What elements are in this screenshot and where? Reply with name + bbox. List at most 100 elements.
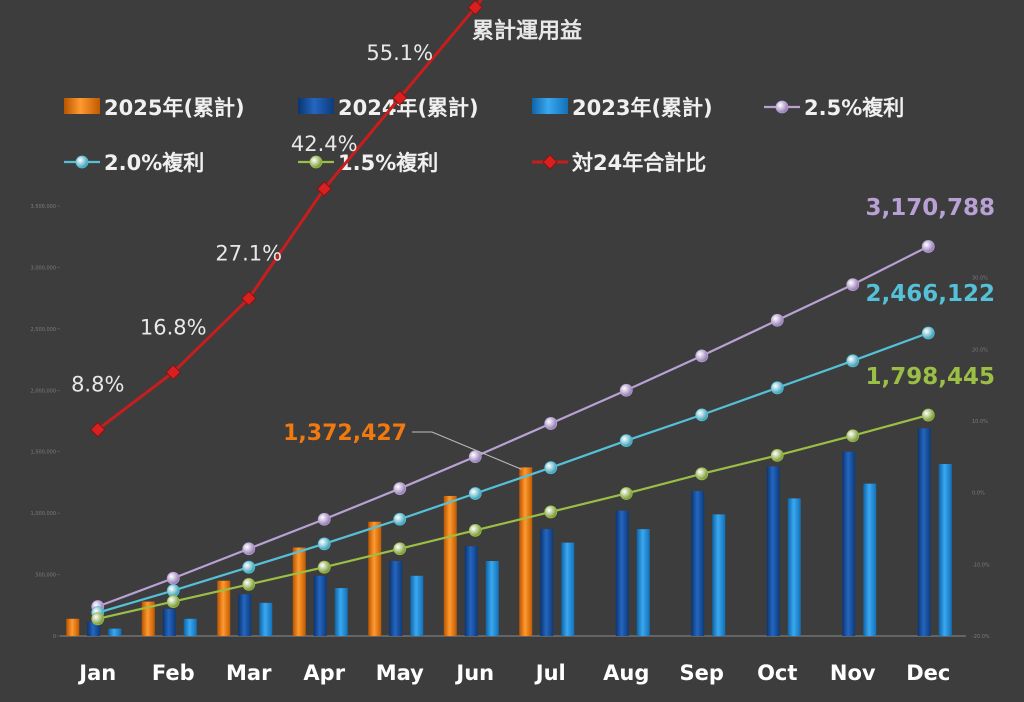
bar-2024-jul	[540, 529, 554, 636]
x-tick-label: Oct	[757, 661, 797, 685]
bar-2023-jan	[108, 628, 122, 636]
y-tick-label: 500,000	[35, 573, 56, 579]
point-1-5-jun	[468, 523, 482, 537]
point-1-5-mar	[242, 578, 256, 591]
bar-2023-aug	[636, 529, 650, 636]
x-tick-label: Aug	[603, 661, 649, 685]
legend-24-swatch-marker	[542, 154, 558, 170]
y2-tick-label: 10.0%	[972, 419, 988, 425]
legend-2023-label: 2023年(累計)	[572, 96, 713, 120]
x-tick-label: Feb	[152, 661, 195, 685]
legend-1-5-swatch-marker	[309, 155, 323, 169]
point-2-0-feb	[166, 584, 180, 597]
bar-2024-nov	[842, 451, 856, 636]
point-2-0-oct	[770, 381, 784, 395]
point-2-0-apr	[317, 537, 331, 551]
point-1-5-dec	[921, 408, 935, 422]
bar-2024-jan	[87, 621, 101, 636]
x-tick-label: Jul	[534, 661, 566, 685]
legend: 2025年(累計) 2024年(累計) 2023年(累計) 2.5%複利 2.0%複利 1…	[64, 96, 904, 175]
point-1-5-nov	[846, 429, 860, 443]
x-tick-label: Jun	[454, 661, 494, 685]
point-2-0-sep	[695, 408, 709, 422]
point-1-5-apr	[317, 560, 331, 574]
bar-2024-sep	[691, 491, 705, 636]
point-2-5-feb	[166, 571, 180, 585]
legend-2-5-swatch-marker	[775, 100, 789, 114]
bar-2023-nov	[863, 483, 877, 636]
point-2-5-nov	[846, 278, 860, 292]
point-1-5-feb	[166, 595, 180, 608]
bar-2024-dec	[917, 428, 931, 636]
callout-leader-line	[412, 431, 522, 470]
x-tick-label: Mar	[226, 661, 272, 685]
ratio-label-mar: 27.1%	[215, 241, 282, 265]
bar-2023-may	[410, 575, 424, 636]
bar-2025-feb	[141, 601, 155, 636]
chart-title: 累計運用益	[472, 18, 582, 44]
y2-tick-label: 0.0%	[972, 491, 985, 497]
legend-1-5-label: 1.5%複利	[338, 151, 438, 175]
line-ratio-vs-2024	[96, 0, 483, 431]
bar-2023-jun	[485, 561, 499, 636]
line-2-5	[97, 245, 929, 608]
point-1-5-may	[393, 542, 407, 556]
legend-2-0-label: 2.0%複利	[104, 151, 204, 175]
point-2-5-apr	[317, 512, 331, 526]
point-2-0-dec	[921, 326, 935, 340]
y-tick-label: 0	[53, 634, 56, 640]
label-2025-jul-callout: 1,372,427	[283, 421, 407, 446]
point-2-0-aug	[619, 434, 633, 448]
bar-2023-oct	[787, 498, 801, 636]
label-1-5-final: 1,798,445	[866, 364, 996, 390]
y2-tick-label: -10.0%	[972, 562, 990, 568]
bar-2024-mar	[238, 594, 252, 636]
point-2-5-may	[393, 482, 407, 495]
bar-2025-may	[368, 521, 382, 636]
legend-2-5-label: 2.5%複利	[804, 96, 904, 120]
legend-24-label: 対24年合計比	[572, 151, 706, 175]
y2-tick-label: -20.0%	[972, 634, 990, 640]
x-tick-label: Nov	[830, 661, 876, 685]
ratio-label-apr: 42.4%	[291, 132, 358, 156]
y-tick-label: 1,000,000	[31, 511, 56, 517]
point-1-5-jul	[544, 505, 558, 519]
line-2-0	[97, 331, 929, 614]
legend-2023-swatch	[532, 98, 568, 114]
line-1-5	[97, 413, 929, 620]
ratio-series-group: 8.8%16.8%27.1%42.4%55.1%67.7%81.2%	[71, 0, 483, 438]
ratio-marker-may	[392, 90, 408, 106]
annotation-group: 3,170,788 2,466,122 1,798,445 1,372,427	[283, 195, 996, 470]
x-tick-label: Dec	[906, 661, 950, 685]
bar-2024-apr	[313, 575, 327, 636]
bar-2024-oct	[766, 466, 780, 636]
bar-2024-jun	[464, 546, 478, 636]
bar-2023-dec	[938, 464, 952, 636]
bar-2025-apr	[292, 547, 306, 636]
ratio-label-may: 55.1%	[366, 41, 433, 65]
legend-2024-label: 2024年(累計)	[338, 96, 479, 120]
y2-tick-label: 30.0%	[972, 276, 988, 282]
bar-2023-apr	[334, 588, 348, 636]
bar-2024-feb	[162, 608, 176, 636]
legend-2025-label: 2025年(累計)	[104, 96, 245, 120]
point-2-0-jun	[468, 487, 482, 500]
y-tick-label: 3,000,000	[31, 265, 56, 271]
point-2-5-aug	[619, 383, 633, 397]
point-1-5-jan	[91, 612, 105, 626]
ratio-marker-jun	[467, 0, 483, 16]
bar-2024-may	[389, 561, 403, 636]
point-2-5-jun	[468, 450, 482, 464]
bar-2025-mar	[217, 580, 231, 636]
point-2-5-jul	[544, 417, 558, 430]
bar-2023-jul	[561, 542, 575, 636]
ratio-marker-mar	[241, 290, 257, 307]
ratio-marker-jan	[90, 422, 106, 438]
x-tick-label: Jan	[77, 661, 116, 685]
x-tick-label: Apr	[303, 661, 345, 685]
bar-2023-mar	[259, 602, 273, 636]
bar-2025-jun	[443, 495, 457, 636]
ratio-label-feb: 16.8%	[140, 315, 207, 339]
point-2-5-sep	[695, 349, 709, 363]
